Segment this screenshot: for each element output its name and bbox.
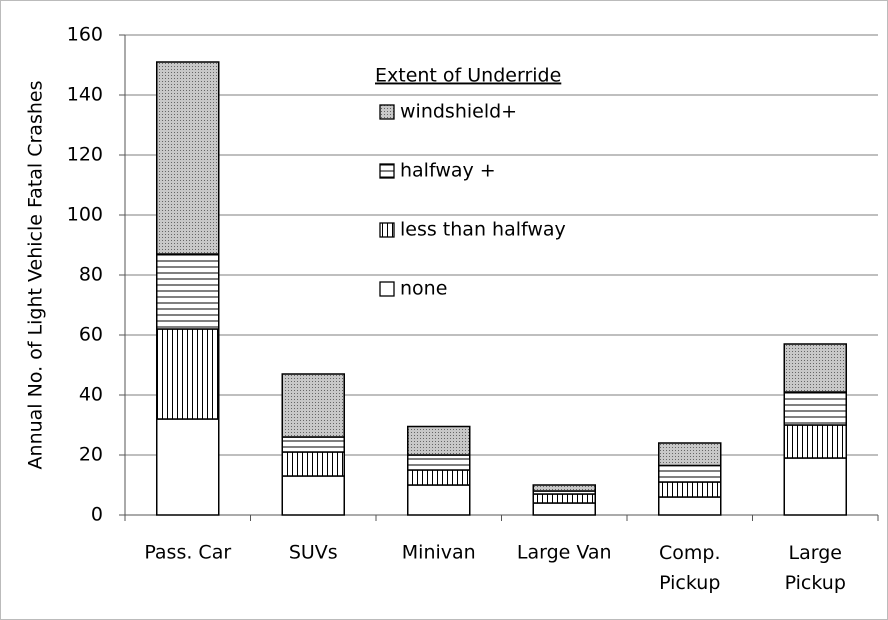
- y-tick-label: 60: [79, 324, 103, 346]
- bar-segment: [658, 464, 722, 483]
- legend-title: Extent of Underride: [375, 65, 561, 87]
- bar-segment: [783, 424, 847, 459]
- y-tick-label: 100: [67, 204, 103, 226]
- bar-segment: [407, 484, 471, 516]
- bar-segment: [281, 475, 345, 516]
- y-tick-label: 20: [79, 444, 103, 466]
- legend-label: none: [400, 278, 447, 300]
- y-tick-label: 0: [91, 504, 103, 526]
- bar-segment: [658, 481, 722, 498]
- bar-segment: [407, 425, 471, 456]
- bar-segment: [281, 373, 345, 438]
- x-tick-label: Large Van: [517, 542, 612, 564]
- bar-segment: [783, 343, 847, 393]
- y-tick-label: 80: [79, 264, 103, 286]
- bar-segment: [156, 253, 220, 330]
- bar-segment: [156, 418, 220, 516]
- y-tick-label: 140: [67, 84, 103, 106]
- y-axis-label: Annual No. of Light Vehicle Fatal Crashe…: [25, 81, 47, 470]
- bar-segment: [532, 493, 596, 504]
- x-tick-label: Large Pickup: [785, 542, 846, 594]
- x-tick-label: SUVs: [289, 542, 338, 564]
- x-tick-label: Comp. Pickup: [659, 542, 721, 594]
- legend-label: windshield+: [400, 101, 517, 123]
- bar-segment: [783, 457, 847, 516]
- legend-swatch: [379, 163, 395, 179]
- legend-label: halfway +: [400, 160, 496, 182]
- y-tick-label: 40: [79, 384, 103, 406]
- legend-swatch: [379, 222, 395, 238]
- x-tick-label: Minivan: [402, 542, 476, 564]
- legend-label: less than halfway: [400, 219, 566, 241]
- bar-segment: [532, 502, 596, 516]
- bar-segment: [281, 436, 345, 453]
- y-tick-label: 160: [67, 24, 103, 46]
- bar-segment: [783, 391, 847, 426]
- x-tick-label: Pass. Car: [144, 542, 231, 564]
- legend-swatch: [379, 281, 395, 297]
- bar-segment: [532, 484, 596, 492]
- y-tick-label: 120: [67, 144, 103, 166]
- bar-segment: [156, 61, 220, 255]
- legend-swatch: [379, 104, 395, 120]
- bar-segment: [658, 442, 722, 467]
- bar-segment: [658, 496, 722, 516]
- bar-segment: [407, 469, 471, 486]
- bar-segment: [281, 451, 345, 477]
- bar-segment: [156, 328, 220, 420]
- bar-segment: [407, 454, 471, 471]
